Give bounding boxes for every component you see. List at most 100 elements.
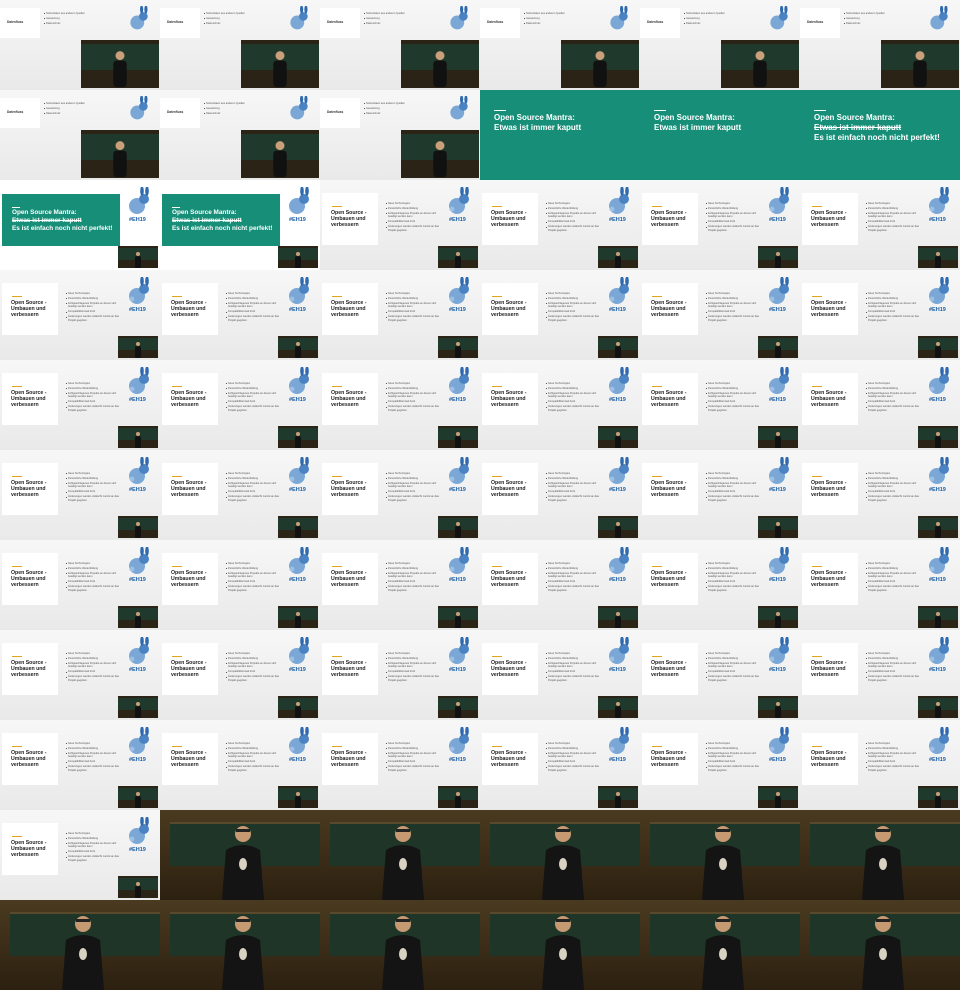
accent-line	[12, 656, 22, 657]
slide-thumbnail[interactable]: Datenfluss Nutzerdaten aus anderen Quell…	[800, 0, 960, 90]
slide-thumbnail[interactable]: Open Source - Umbauen und verbessern Neu…	[320, 630, 480, 720]
camera-frame-thumbnail[interactable]	[320, 900, 480, 990]
accent-line	[652, 386, 662, 387]
slide-thumbnail[interactable]: Open Source - Umbauen und verbessern Neu…	[320, 180, 480, 270]
slide-thumbnail[interactable]: Datenfluss Nutzerdaten aus anderen Quell…	[320, 0, 480, 90]
speaker-camera-inset	[918, 246, 958, 268]
slide-thumbnail[interactable]: Open Source - Umbauen und verbessern Neu…	[0, 720, 160, 810]
slide-thumbnail[interactable]: Open Source - Umbauen und verbessern Neu…	[160, 450, 320, 540]
slide-thumbnail[interactable]: Open Source - Umbauen und verbessern Neu…	[320, 270, 480, 360]
camera-frame-thumbnail[interactable]	[160, 810, 320, 900]
slide-thumbnail[interactable]: Open Source - Umbauen und verbessern Neu…	[0, 450, 160, 540]
slide-thumbnail[interactable]: Open Source - Umbauen und verbessern Neu…	[320, 450, 480, 540]
bullet-item: Kompatibilität statt Fork	[546, 760, 602, 763]
slide-subtitle: Datenfluss	[7, 110, 24, 114]
mantra-slide-thumbnail[interactable]: Open Source Mantra: Etwas ist immer kapu…	[480, 90, 640, 180]
bullet-item: Neue Technologien	[866, 652, 922, 655]
slide-thumbnail[interactable]: Open Source - Umbauen und verbessern Neu…	[320, 360, 480, 450]
slide-thumbnail[interactable]: Datenfluss Nutzerdaten aus anderen Quell…	[160, 0, 320, 90]
speaker-camera-inset	[758, 246, 798, 268]
camera-frame-thumbnail[interactable]	[640, 900, 800, 990]
slide-thumbnail[interactable]: Datenfluss Nutzerdaten aus anderen Quell…	[0, 0, 160, 90]
slide-thumbnail[interactable]: Open Source - Umbauen und verbessern Neu…	[160, 720, 320, 810]
slide-thumbnail[interactable]: Open Source - Umbauen und verbessern Neu…	[640, 720, 800, 810]
slide-thumbnail[interactable]: Open Source - Umbauen und verbessern Neu…	[0, 270, 160, 360]
slide-thumbnail[interactable]: Open Source - Umbauen und verbessern Neu…	[0, 540, 160, 630]
bullet-item: Fehlgeschlagenes Projekte an denen sich …	[866, 752, 922, 758]
slide-thumbnail[interactable]: Datenfluss Nutzerdaten aus anderen Quell…	[320, 90, 480, 180]
speaker-camera-inset	[598, 606, 638, 628]
slide-thumbnail[interactable]: Open Source - Umbauen und verbessern Neu…	[640, 540, 800, 630]
speaker-camera-inset	[438, 606, 478, 628]
speaker-figure-icon	[935, 522, 941, 538]
mantra-slide-thumbnail[interactable]: Open Source Mantra: Etwas ist immer kapu…	[640, 90, 800, 180]
bullet-item: Persönliche Weiterbildung	[706, 747, 762, 750]
slide-thumbnail[interactable]: Datenfluss Nutzerdaten aus anderen Quell…	[640, 0, 800, 90]
mantra-slide-thumbnail[interactable]: Open Source Mantra: Etwas ist immer kapu…	[800, 90, 960, 180]
slide-thumbnail[interactable]: Open Source - Umbauen und verbessern Neu…	[160, 630, 320, 720]
slide-thumbnail[interactable]: Open Source - Umbauen und verbessern Neu…	[160, 540, 320, 630]
slide-thumbnail[interactable]: Open Source - Umbauen und verbessern Neu…	[640, 180, 800, 270]
slide-thumbnail[interactable]: Open Source - Umbauen und verbessern Neu…	[480, 360, 640, 450]
slide-thumbnail[interactable]: Open Source - Umbauen und verbessern Neu…	[800, 450, 960, 540]
slide-thumbnail[interactable]: Open Source - Umbauen und verbessern Neu…	[320, 540, 480, 630]
camera-frame-thumbnail[interactable]	[800, 900, 960, 990]
camera-frame-thumbnail[interactable]	[320, 810, 480, 900]
speaker-camera-inset	[118, 606, 158, 628]
mantra-slide-thumbnail[interactable]: Open Source Mantra: Etwas ist immer kapu…	[160, 180, 320, 270]
bullet-item: Persönliche Weiterbildung	[866, 387, 922, 390]
accent-line	[12, 207, 20, 209]
slide-thumbnail[interactable]: Open Source - Umbauen und verbessern Neu…	[800, 540, 960, 630]
slide-thumbnail[interactable]: Open Source - Umbauen und verbessern Neu…	[640, 360, 800, 450]
rabbit-logo-icon	[450, 6, 468, 30]
slide-thumbnail[interactable]: Open Source - Umbauen und verbessern Neu…	[0, 810, 160, 900]
slide-thumbnail[interactable]: Datenfluss Nutzerdaten aus anderen Quell…	[0, 90, 160, 180]
slide-thumbnail[interactable]: Open Source - Umbauen und verbessern Neu…	[800, 360, 960, 450]
bullet-item: Neue Technologien	[546, 292, 602, 295]
bullet-list: Nutzerdaten aus anderen Quellen Auswertu…	[524, 12, 570, 27]
bullet-item: Persönliche Weiterbildung	[226, 747, 282, 750]
slide-thumbnail[interactable]: Open Source - Umbauen und verbessern Neu…	[480, 270, 640, 360]
slide-thumbnail[interactable]: Open Source - Umbauen und verbessern Neu…	[800, 180, 960, 270]
accent-line	[332, 386, 342, 387]
camera-frame-thumbnail[interactable]	[160, 900, 320, 990]
bullet-item: Neue Technologien	[866, 292, 922, 295]
bullet-list: Neue Technologien Persönliche Weiterbild…	[706, 382, 762, 414]
slide-thumbnail[interactable]: Open Source - Umbauen und verbessern Neu…	[640, 450, 800, 540]
bullet-item: Änderungen werden vielleicht zurück an d…	[706, 765, 762, 772]
slide-thumbnail[interactable]: Open Source - Umbauen und verbessern Neu…	[160, 270, 320, 360]
slide-thumbnail[interactable]: Open Source - Umbauen und verbessern Neu…	[800, 270, 960, 360]
slide-thumbnail[interactable]: Open Source - Umbauen und verbessern Neu…	[0, 630, 160, 720]
slide-thumbnail[interactable]: Open Source - Umbauen und verbessern Neu…	[480, 630, 640, 720]
slide-thumbnail[interactable]: Datenfluss Nutzerdaten aus anderen Quell…	[160, 90, 320, 180]
slide-thumbnail[interactable]: Open Source - Umbauen und verbessern Neu…	[800, 720, 960, 810]
camera-frame-thumbnail[interactable]	[800, 810, 960, 900]
slide-thumbnail[interactable]: Open Source - Umbauen und verbessern Neu…	[160, 360, 320, 450]
camera-frame-thumbnail[interactable]	[640, 810, 800, 900]
bullet-item: Änderungen werden vielleicht zurück an d…	[546, 495, 602, 502]
slide-thumbnail[interactable]: Open Source - Umbauen und verbessern Neu…	[480, 180, 640, 270]
title-card	[322, 193, 378, 245]
camera-frame-thumbnail[interactable]	[480, 900, 640, 990]
bullet-item: Persönliche Weiterbildung	[866, 567, 922, 570]
slide-thumbnail[interactable]: Open Source - Umbauen und verbessern Neu…	[800, 630, 960, 720]
camera-frame-thumbnail[interactable]	[0, 900, 160, 990]
slide-thumbnail[interactable]: Datenfluss Nutzerdaten aus anderen Quell…	[480, 0, 640, 90]
bullet-list: Neue Technologien Persönliche Weiterbild…	[66, 292, 122, 324]
mantra-slide-thumbnail[interactable]: Open Source Mantra: Etwas ist immer kapu…	[0, 180, 160, 270]
slide-thumbnail[interactable]: Open Source - Umbauen und verbessern Neu…	[0, 360, 160, 450]
slide-thumbnail[interactable]: Open Source - Umbauen und verbessern Neu…	[640, 270, 800, 360]
bullet-list: Neue Technologien Persönliche Weiterbild…	[866, 472, 922, 504]
camera-frame-thumbnail[interactable]	[480, 810, 640, 900]
bullet-item: Neue Technologien	[706, 202, 762, 205]
slide-thumbnail[interactable]: Open Source - Umbauen und verbessern Neu…	[480, 720, 640, 810]
slide-thumbnail[interactable]: Open Source - Umbauen und verbessern Neu…	[640, 630, 800, 720]
speaker-figure-icon	[135, 612, 141, 628]
slide-thumbnail[interactable]: Open Source - Umbauen und verbessern Neu…	[480, 540, 640, 630]
slide-thumbnail[interactable]: Open Source - Umbauen und verbessern Neu…	[320, 720, 480, 810]
mantra-heading: Open Source Mantra:	[814, 113, 895, 122]
bullet-item: Fehlgeschlagenes Projekte an denen sich …	[226, 302, 282, 308]
slide-thumbnail[interactable]: Open Source - Umbauen und verbessern Neu…	[480, 450, 640, 540]
rabbit-logo-icon	[129, 277, 149, 304]
bullet-list: Neue Technologien Persönliche Weiterbild…	[866, 652, 922, 684]
